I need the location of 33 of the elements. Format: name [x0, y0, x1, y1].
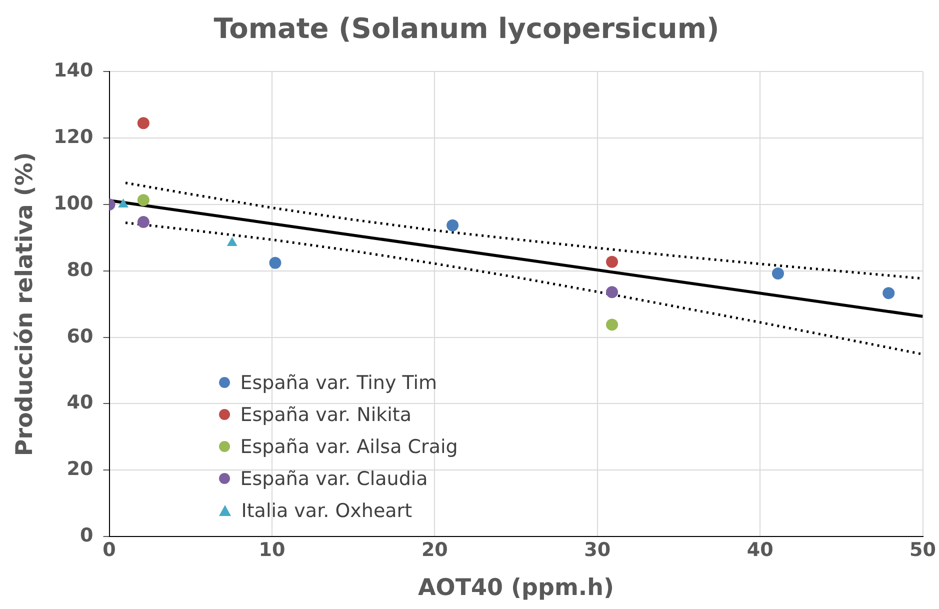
point — [137, 216, 150, 228]
point — [772, 268, 784, 280]
x-axis-title: AOT40 (ppm.h) — [418, 575, 614, 602]
x-tick-label: 30 — [584, 538, 611, 561]
legend-label: España var. Tiny Tim — [240, 372, 438, 394]
y-tick-label: 100 — [54, 192, 94, 214]
point — [606, 256, 618, 268]
x-tick-label: 50 — [910, 538, 936, 561]
y-tick-label: 80 — [66, 258, 94, 281]
y-tick-label: 60 — [66, 325, 94, 348]
point — [606, 286, 618, 298]
x-tick-label: 10 — [258, 538, 286, 561]
legend-label: España var. Claudia — [240, 468, 428, 490]
y-axis-title: Producción relativa (%) — [12, 152, 38, 456]
point — [606, 318, 618, 331]
line-series — [124, 221, 923, 356]
legend-label: España var. Nikita — [240, 404, 412, 426]
point — [137, 194, 150, 206]
point — [137, 117, 150, 130]
y-tick-label: 140 — [54, 60, 94, 82]
legend-label: España var. Ailsa Craig — [240, 436, 458, 458]
chart-title: Tomate (Solanum lycopersicum) — [214, 12, 720, 46]
y-tick-label: 120 — [54, 126, 94, 148]
point — [882, 287, 895, 300]
point — [269, 256, 282, 269]
y-tick-label: 40 — [66, 392, 94, 414]
legend-label: Italia var. Oxheart — [241, 500, 412, 522]
x-tick-label: 40 — [746, 538, 774, 561]
point — [446, 219, 459, 232]
x-tick-label: 20 — [421, 538, 448, 561]
y-tick-label: 0 — [80, 524, 94, 547]
y-tick-label: 20 — [66, 458, 94, 480]
x-tick-label: 0 — [102, 538, 116, 561]
